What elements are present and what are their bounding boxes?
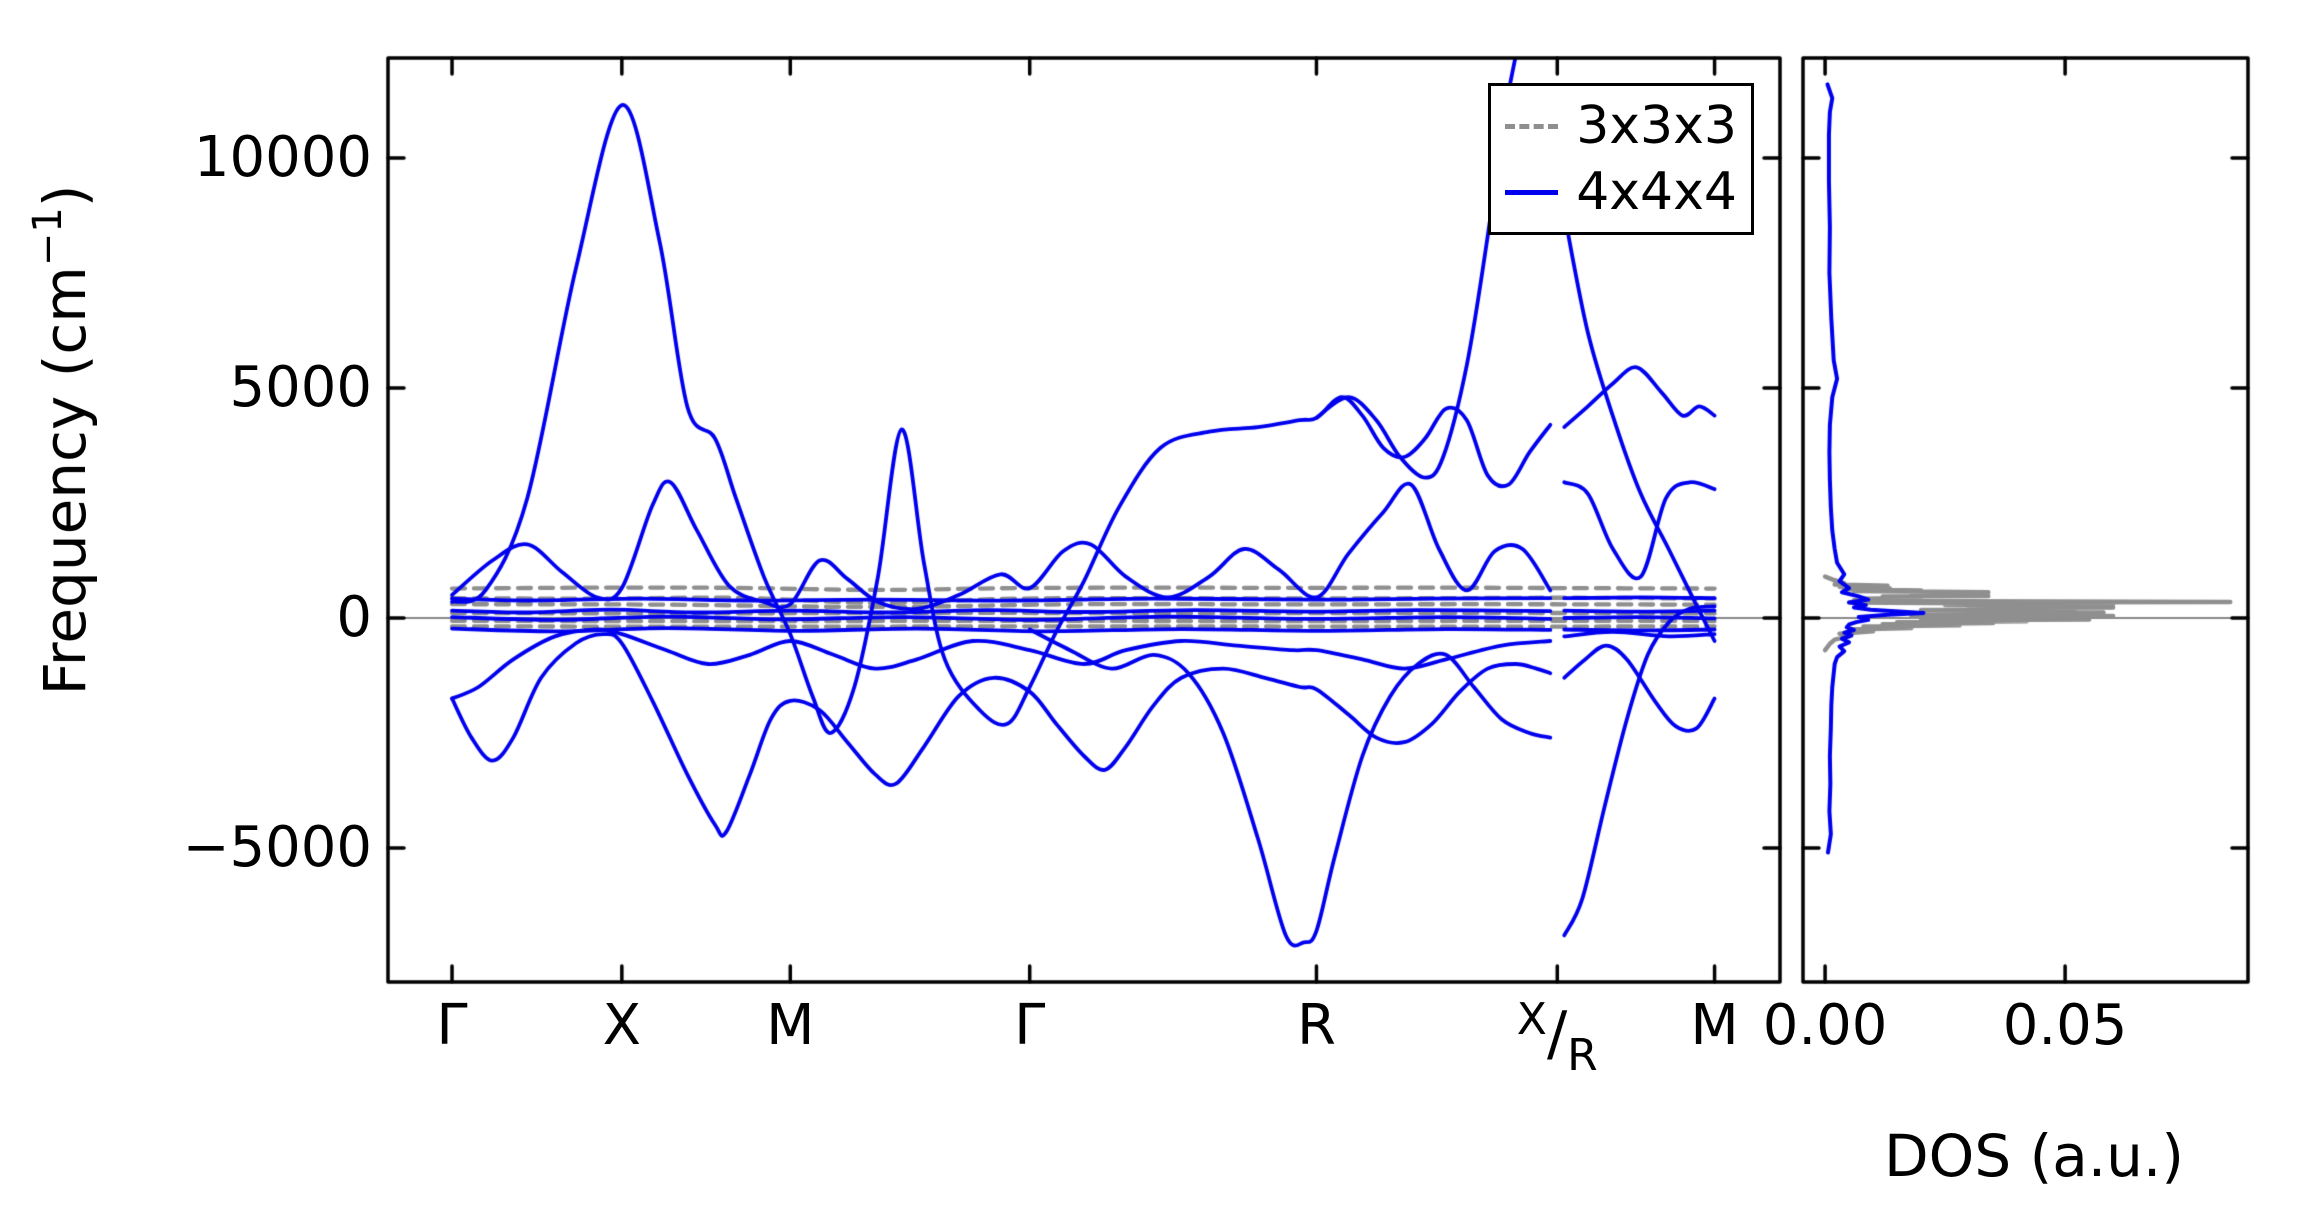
xtick-x-over-r: X/R [1516, 994, 1598, 1081]
xtick-r: R [1296, 993, 1336, 1058]
dos-xtick-0.00: 0.00 [1762, 993, 1888, 1058]
y-axis-label: Frequency (cm−1) [25, 184, 99, 696]
ytick-10000: 10000 [193, 125, 372, 190]
ytick-0: 0 [336, 585, 372, 650]
legend-label-4x4x4: 4x4x4 [1576, 162, 1737, 222]
legend: 3x3x3 4x4x4 [1488, 83, 1754, 235]
solid-line-sample-icon [1505, 189, 1559, 195]
ytick-neg5000: −5000 [182, 815, 372, 880]
xtick-m-1: M [766, 993, 815, 1058]
legend-item-4x4x4: 4x4x4 [1505, 166, 1737, 218]
xtick-m-2: M [1690, 993, 1739, 1058]
dos-axis-label: DOS (a.u.) [1884, 1122, 2184, 1190]
ylabel-superscript: −1 [25, 207, 71, 267]
xtick-gamma-2: Γ [1014, 993, 1046, 1058]
ytick-5000: 5000 [229, 355, 372, 420]
dos-xtick-0.05: 0.05 [2002, 993, 2128, 1058]
dashed-line-sample-icon [1505, 123, 1559, 129]
xtick-x: X [602, 993, 642, 1058]
legend-label-3x3x3: 3x3x3 [1576, 96, 1737, 156]
legend-item-3x3x3: 3x3x3 [1505, 100, 1737, 152]
xtick-gamma-1: Γ [436, 993, 468, 1058]
